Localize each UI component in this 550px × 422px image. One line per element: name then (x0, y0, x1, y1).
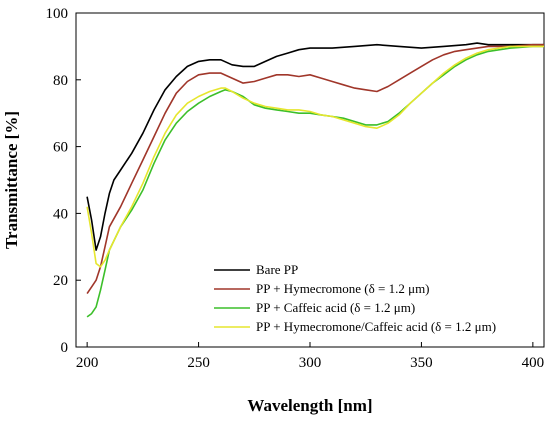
legend: Bare PP PP + Hymecromone (δ = 1.2 μm) PP +… (214, 262, 496, 334)
series-line-4 (86, 45, 544, 268)
x-tick-label: 350 (410, 355, 433, 371)
series-line-1 (86, 42, 544, 251)
x-tick-label: 200 (76, 355, 99, 371)
y-tick-label: 0 (61, 340, 69, 356)
y-tick-label: 60 (53, 140, 68, 156)
legend-label: PP + Hymecromone (δ = 1.2 μm) (256, 281, 430, 296)
series-lines (86, 42, 544, 318)
series-line-3 (86, 45, 544, 318)
x-tick-label: 300 (299, 355, 322, 371)
x-tick-label: 250 (187, 355, 210, 371)
x-tick-label: 400 (522, 355, 545, 371)
legend-label: PP + Caffeic acid (δ = 1.2 μm) (256, 300, 415, 315)
y-tick-label: 80 (53, 73, 68, 89)
legend-label: Bare PP (256, 262, 298, 277)
series-line-2 (86, 43, 544, 295)
y-tick-label: 100 (46, 6, 69, 22)
legend-label: PP + Hymecromone/Caffeic acid (δ = 1.2 μ… (256, 319, 496, 334)
x-axis-title: Wavelength [nm] (247, 396, 372, 415)
y-tick-label: 20 (53, 273, 68, 289)
y-tick-label: 40 (53, 206, 68, 222)
axis-ticks: 200 250 300 350 400 0 20 40 60 80 100 (46, 6, 545, 371)
y-axis-title: Transmittance [%] (2, 111, 21, 249)
